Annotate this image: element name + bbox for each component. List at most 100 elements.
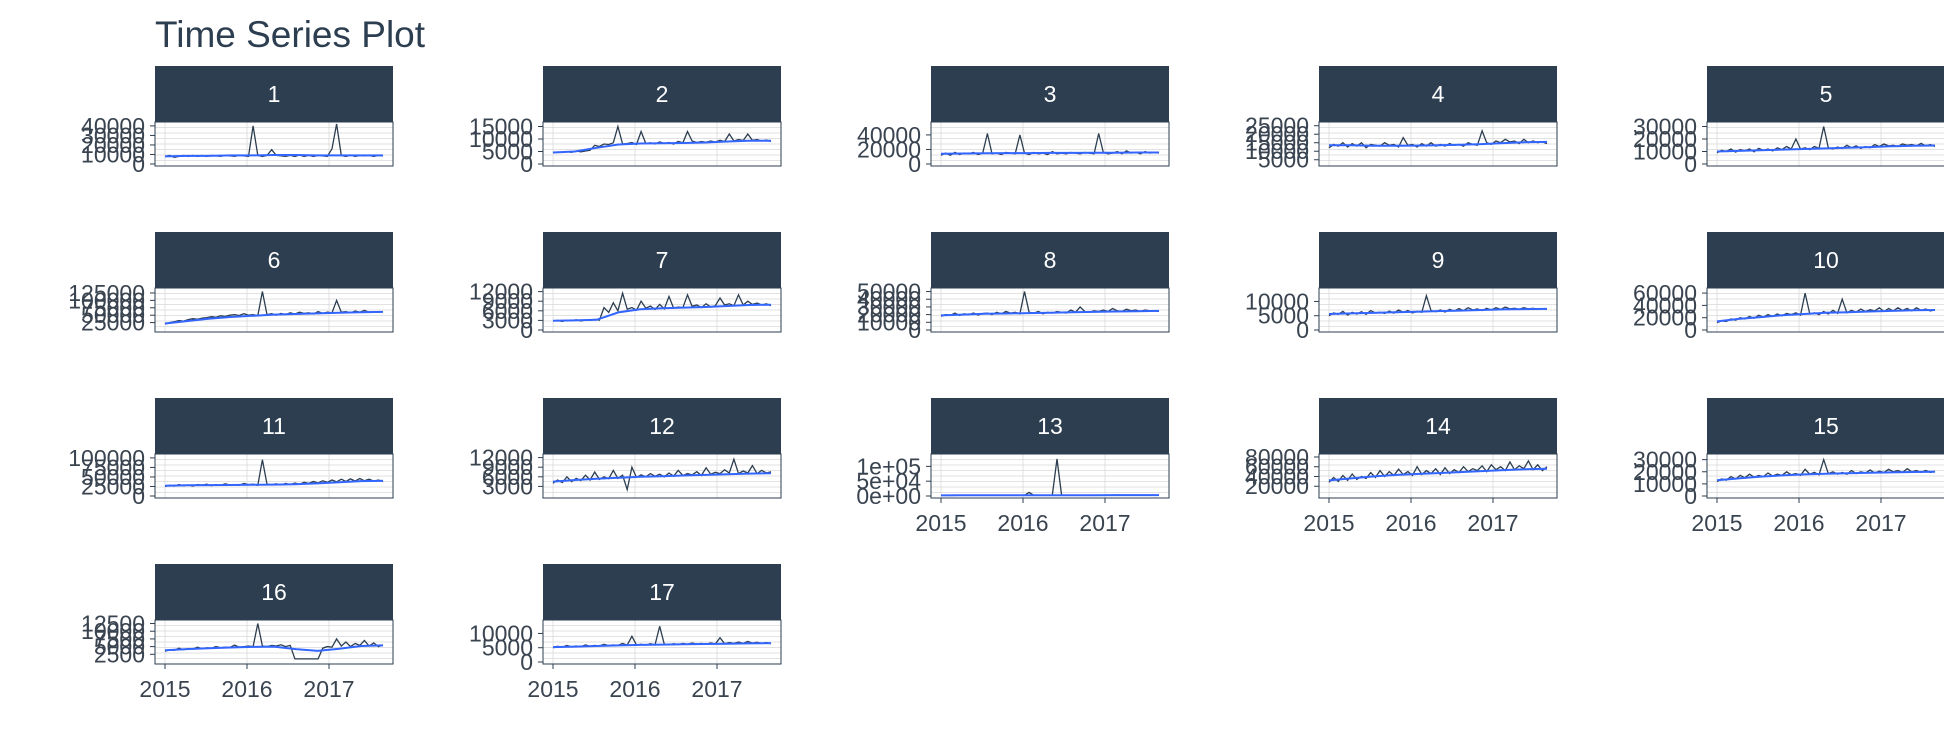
x-tick-label: 2017 (691, 676, 742, 702)
panel-border (1706, 287, 1944, 333)
y-tick-label: 10000 (1633, 471, 1697, 497)
y-tick-label: 20000 (857, 302, 921, 328)
smooth-line (552, 642, 772, 649)
y-tick-label: 12500 (81, 611, 145, 637)
y-tick-label: 40000 (857, 286, 921, 312)
facet-strip-label: 16 (261, 579, 287, 605)
y-tick-label: 10000 (857, 309, 921, 335)
panel-border (154, 287, 394, 333)
panel-border (1318, 287, 1558, 333)
panel-border (154, 121, 394, 167)
facet-strip-label: 8 (1044, 247, 1057, 273)
y-tick-label: 50000 (81, 464, 145, 490)
smooth-line (1716, 470, 1936, 482)
smooth-line (164, 310, 384, 325)
facet-strip (931, 398, 1169, 454)
facet-strip (543, 232, 781, 288)
facet-strip (1319, 398, 1557, 454)
y-tick-label: 10000 (469, 620, 533, 646)
facet-strip-label: 3 (1044, 81, 1057, 107)
facet-strip-label: 17 (649, 579, 675, 605)
x-tick-label: 2017 (1855, 510, 1906, 536)
x-tick-label: 2017 (1467, 510, 1518, 536)
facet-strip (155, 66, 393, 122)
y-tick-label: 12000 (469, 279, 533, 305)
y-tick-label: 75000 (81, 295, 145, 321)
panel-border (1706, 453, 1944, 499)
y-tick-label: 5000 (482, 635, 533, 661)
x-tick-label: 2016 (221, 676, 272, 702)
facet-strip-label: 7 (656, 247, 669, 273)
facet-strip (155, 398, 393, 454)
y-tick-label: 9000 (482, 288, 533, 314)
x-tick-label: 2017 (1079, 510, 1130, 536)
facet-strip-label: 12 (649, 413, 675, 439)
y-tick-label: 10000 (1633, 139, 1697, 165)
facet-strip (1319, 66, 1557, 122)
y-tick-label: 40000 (857, 122, 921, 148)
y-tick-label: 20000 (857, 136, 921, 162)
facet-strip (1707, 398, 1944, 454)
y-tick-label: 5000 (1258, 147, 1309, 173)
panel-border (930, 121, 1170, 167)
smooth-line (1328, 467, 1548, 482)
y-tick-label: 20000 (1245, 473, 1309, 499)
y-tick-label: 5000 (482, 139, 533, 165)
y-tick-label: 0 (132, 151, 145, 177)
facet-strip (931, 232, 1169, 288)
y-tick-label: 40000 (1633, 292, 1697, 318)
y-tick-label: 15000 (1245, 130, 1309, 156)
x-tick-label: 2015 (1303, 510, 1354, 536)
y-tick-label: 9000 (482, 454, 533, 480)
y-tick-label: 1e+05 (856, 453, 921, 479)
y-tick-label: 30000 (1633, 114, 1697, 140)
y-tick-label: 20000 (1245, 121, 1309, 147)
y-tick-label: 0 (908, 317, 921, 343)
y-tick-label: 10000 (1245, 288, 1309, 314)
smooth-line (552, 139, 771, 154)
smooth-line (1716, 144, 1936, 153)
facet-strip (931, 66, 1169, 122)
smooth-line (164, 154, 383, 158)
y-tick-label: 10000 (1245, 138, 1309, 164)
smooth-line (1716, 309, 1936, 323)
facet-strip-label: 4 (1432, 81, 1445, 107)
y-tick-label: 10000 (81, 618, 145, 644)
y-tick-label: 25000 (81, 473, 145, 499)
y-tick-label: 25000 (1245, 113, 1309, 139)
y-tick-label: 20000 (1633, 305, 1697, 331)
x-tick-label: 2016 (1773, 510, 1824, 536)
panel-border (154, 453, 394, 499)
smooth-line (164, 479, 384, 487)
y-tick-label: 0 (1684, 151, 1697, 177)
y-tick-label: 0 (1684, 483, 1697, 509)
y-tick-label: 25000 (81, 310, 145, 336)
facet-strip (543, 398, 781, 454)
facet-strip-label: 9 (1432, 247, 1445, 273)
x-tick-label: 2016 (997, 510, 1048, 536)
y-tick-label: 3000 (482, 307, 533, 333)
x-tick-label: 2015 (139, 676, 190, 702)
facet-strip (155, 564, 393, 620)
smooth-line (1329, 140, 1548, 147)
x-tick-label: 2016 (1385, 510, 1436, 536)
y-tick-label: 20000 (81, 132, 145, 158)
smooth-line (164, 644, 384, 652)
y-tick-label: 0e+00 (856, 483, 921, 509)
panel-border (1318, 121, 1558, 167)
panel-border (930, 453, 1170, 499)
panel-border (154, 619, 394, 665)
facet-strip (543, 66, 781, 122)
chart-title: Time Series Plot (155, 14, 426, 55)
y-tick-label: 7500 (94, 626, 145, 652)
facet-strip-label: 5 (1820, 81, 1833, 107)
y-tick-label: 80000 (1245, 444, 1309, 470)
smooth-line (552, 472, 772, 483)
